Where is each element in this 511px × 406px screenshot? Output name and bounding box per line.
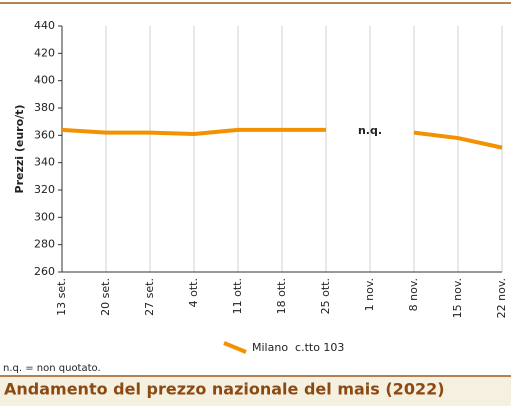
y-tick-label: 400 [34, 74, 55, 87]
y-tick-label: 280 [34, 238, 55, 251]
y-tick-label: 360 [34, 128, 55, 141]
y-axis-label: Prezzi (euro/t) [13, 105, 26, 194]
x-tick-label: 22 nov. [495, 278, 508, 318]
x-tick-label: 25 ott. [319, 278, 332, 314]
footnote: n.q. = non quotato. [3, 363, 101, 374]
y-tick-label: 420 [34, 46, 55, 59]
series-line [61, 127, 503, 150]
y-tick-label: 320 [34, 183, 55, 196]
legend-label: Milano c.tto 103 [252, 341, 344, 354]
y-tick-label: 440 [34, 19, 55, 32]
y-tick-label: 300 [34, 210, 55, 223]
x-tick-label: 20 set. [99, 278, 112, 316]
x-tick-label: 18 ott. [275, 278, 288, 314]
y-tick-label: 380 [34, 101, 55, 114]
y-tick-label: 340 [34, 156, 55, 169]
legend-swatch [223, 341, 247, 354]
x-tick-label: 13 set. [55, 278, 68, 316]
chart-title: Andamento del prezzo nazionale del mais … [4, 380, 445, 399]
x-tick-label: 15 nov. [451, 278, 464, 318]
annotation: n.q. [358, 124, 382, 137]
x-tick-label: 1 nov. [363, 278, 376, 311]
title-bar [0, 376, 511, 406]
x-tick-label: 4 ott. [187, 278, 200, 307]
x-tick-label: 8 nov. [407, 278, 420, 311]
x-tick-label: 11 ott. [231, 278, 244, 314]
x-tick-label: 27 set. [143, 278, 156, 316]
y-tick-label: 260 [34, 265, 55, 278]
